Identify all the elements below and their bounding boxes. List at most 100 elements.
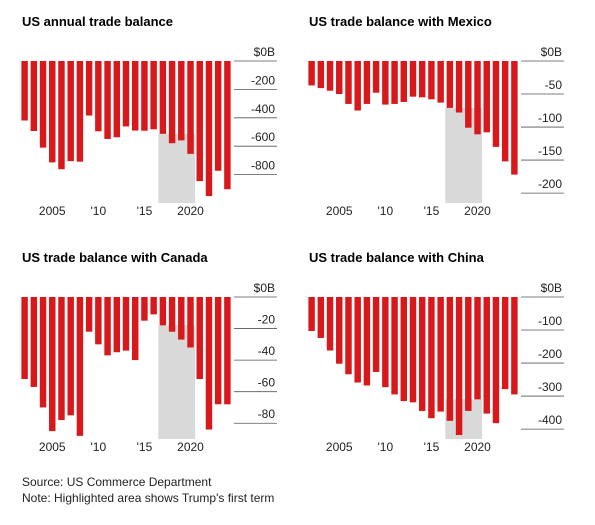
bar <box>326 61 334 91</box>
bar <box>465 297 472 411</box>
source: Source: US Commerce Department <box>22 475 212 489</box>
bar <box>168 297 176 332</box>
bar <box>214 297 222 405</box>
panel-title: US annual trade balance <box>22 14 173 29</box>
y-tick-label: $0B <box>541 281 562 295</box>
bar <box>95 297 102 345</box>
bar <box>345 61 352 104</box>
bar <box>474 297 481 400</box>
bar <box>492 297 500 424</box>
bar <box>104 297 111 356</box>
bar <box>141 61 148 131</box>
bar <box>409 61 417 97</box>
bar <box>326 297 334 351</box>
x-tick-label: 2020 <box>177 204 204 218</box>
y-tick-label: -150 <box>538 144 562 158</box>
bar <box>122 297 130 351</box>
x-tick-label: '15 <box>424 440 440 454</box>
x-tick-label: 2020 <box>177 440 204 454</box>
y-tick-label: -800 <box>251 159 275 173</box>
bar <box>58 297 65 421</box>
bar <box>363 297 371 386</box>
bar <box>76 297 84 436</box>
bar <box>95 61 102 132</box>
y-tick-label: -100 <box>538 111 562 125</box>
bar <box>49 61 56 163</box>
bar <box>131 297 139 361</box>
y-tick-label: -60 <box>258 376 276 390</box>
x-tick-label: '10 <box>91 204 107 218</box>
bar <box>187 61 194 154</box>
bar <box>437 61 444 103</box>
x-tick-label: 2020 <box>464 440 491 454</box>
bar <box>39 297 47 408</box>
y-tick-label: -200 <box>538 177 562 191</box>
bar <box>30 297 38 387</box>
bar <box>205 297 213 430</box>
x-tick-label: 2005 <box>39 440 66 454</box>
x-tick-label: 2005 <box>326 440 353 454</box>
bar <box>308 297 315 332</box>
y-tick-label: $0B <box>254 45 275 59</box>
y-tick-label: $0B <box>541 45 562 59</box>
x-tick-label: '10 <box>91 440 107 454</box>
y-tick-label: -400 <box>251 102 275 116</box>
bar <box>196 61 203 182</box>
bar <box>159 297 167 326</box>
bar <box>336 297 343 364</box>
bar <box>511 297 518 395</box>
bar <box>76 61 84 162</box>
x-tick-label: '15 <box>424 204 440 218</box>
y-tick-label: -80 <box>258 407 276 421</box>
y-tick-label: -300 <box>538 380 562 394</box>
y-tick-label: -50 <box>545 78 563 92</box>
bar <box>224 61 231 190</box>
bar <box>150 297 157 315</box>
bar <box>205 61 213 197</box>
bar <box>391 297 398 395</box>
bar <box>308 61 315 86</box>
y-tick-label: -400 <box>538 413 562 427</box>
bar <box>492 61 500 147</box>
bar <box>122 61 130 127</box>
x-tick-label: 2005 <box>326 204 353 218</box>
bar <box>382 297 389 388</box>
x-tick-label: '15 <box>137 440 153 454</box>
bar <box>501 297 509 390</box>
note: Note: Highlighted area shows Trump's fir… <box>22 491 274 505</box>
bar <box>465 61 472 128</box>
bar <box>58 61 65 170</box>
bar <box>428 297 435 419</box>
bar <box>214 61 222 171</box>
bar <box>455 61 463 113</box>
bar <box>168 61 176 144</box>
y-tick-label: $0B <box>254 281 275 295</box>
bar <box>49 297 56 432</box>
bar <box>409 297 417 403</box>
bar <box>354 297 361 383</box>
bar <box>483 61 490 133</box>
x-tick-label: 2005 <box>39 204 66 218</box>
y-tick-label: -40 <box>258 344 276 358</box>
bar <box>400 61 408 102</box>
y-tick-label: -100 <box>538 314 562 328</box>
bar <box>178 61 185 141</box>
bar <box>336 61 343 95</box>
bar <box>372 61 380 93</box>
bar <box>317 297 325 338</box>
bar <box>501 61 509 162</box>
bar <box>187 297 194 348</box>
bar <box>345 297 352 375</box>
bar <box>400 297 408 402</box>
y-tick-label: -20 <box>258 313 276 327</box>
bar <box>455 297 463 436</box>
bar <box>418 61 426 98</box>
bar <box>483 297 490 414</box>
bar <box>363 61 371 104</box>
bar <box>354 61 361 111</box>
bar <box>224 297 231 405</box>
x-tick-label: '10 <box>378 440 394 454</box>
bar <box>178 297 185 340</box>
x-tick-label: '15 <box>137 204 153 218</box>
